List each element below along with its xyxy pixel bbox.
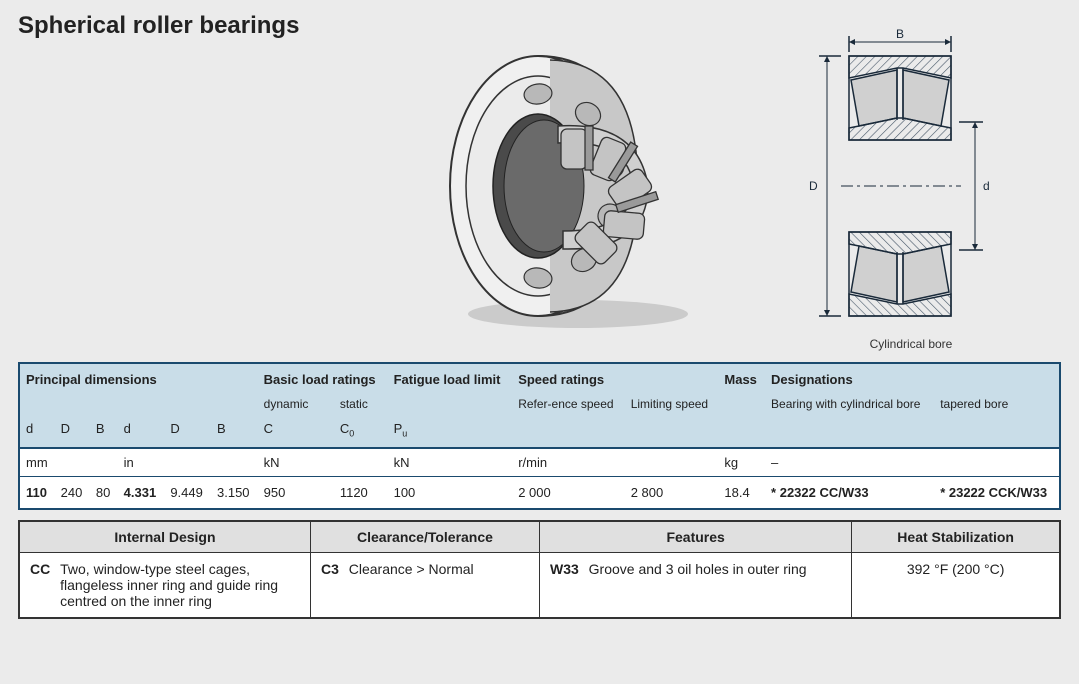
- code-features: W33: [550, 561, 579, 577]
- cell-d-in: 4.331: [118, 476, 165, 509]
- cell-C0: 1120: [334, 476, 388, 509]
- col-d-in: d: [118, 416, 165, 448]
- col-group-designations: Designations: [765, 363, 1060, 392]
- cell-clearance: C3 Clearance > Normal: [310, 552, 539, 618]
- col-B-mm: B: [90, 416, 118, 448]
- col-D-in: D: [164, 416, 211, 448]
- col-group-basicload: Basic load ratings: [258, 363, 388, 392]
- col-B-in: B: [211, 416, 258, 448]
- cell-B-mm: 80: [90, 476, 118, 509]
- dim-label-d: d: [983, 179, 990, 193]
- header-clearance: Clearance/Tolerance: [310, 521, 539, 553]
- sub-static: static: [334, 392, 388, 416]
- unit-rmin: r/min: [512, 448, 718, 477]
- col-d-mm: d: [19, 416, 55, 448]
- unit-dash: –: [765, 448, 1060, 477]
- cell-desig2: * 23222 CCK/W33: [934, 476, 1060, 509]
- info-table: Internal Design Clearance/Tolerance Feat…: [18, 520, 1061, 619]
- bearing-schematic: B D d: [801, 28, 1021, 351]
- dim-label-B: B: [896, 28, 904, 41]
- header-features: Features: [539, 521, 851, 553]
- unit-kg: kg: [718, 448, 765, 477]
- col-C0: C0: [334, 416, 388, 448]
- code-clearance: C3: [321, 561, 339, 577]
- cell-mass: 18.4: [718, 476, 765, 509]
- col-group-speed: Speed ratings: [512, 363, 718, 392]
- col-D-mm: D: [55, 416, 90, 448]
- illustration-area: B D d: [18, 46, 1061, 356]
- cell-Pu: 100: [388, 476, 513, 509]
- header-internal: Internal Design: [19, 521, 310, 553]
- cell-D-mm: 240: [55, 476, 90, 509]
- cell-lim: 2 800: [625, 476, 719, 509]
- schematic-caption: Cylindrical bore: [801, 337, 1021, 351]
- text-clearance: Clearance > Normal: [349, 561, 474, 577]
- col-group-principal: Principal dimensions: [19, 363, 258, 392]
- cell-C: 950: [258, 476, 334, 509]
- code-internal: CC: [30, 561, 50, 577]
- dim-label-D: D: [809, 179, 818, 193]
- text-internal: Two, window-type steel cages, flangeless…: [60, 561, 290, 609]
- text-features: Groove and 3 oil holes in outer ring: [589, 561, 840, 577]
- header-heat: Heat Stabilization: [852, 521, 1060, 553]
- sub-dynamic: dynamic: [258, 392, 334, 416]
- bearing-3d-illustration: [418, 36, 718, 336]
- sub-reference: Refer-ence speed: [512, 392, 625, 416]
- unit-in: in: [118, 448, 258, 477]
- dimensions-table: Principal dimensions Basic load ratings …: [18, 362, 1061, 510]
- col-group-mass: Mass: [718, 363, 765, 392]
- unit-mm: mm: [19, 448, 118, 477]
- unit-kN: kN: [258, 448, 388, 477]
- sub-limiting: Limiting speed: [625, 392, 719, 416]
- cell-B-in: 3.150: [211, 476, 258, 509]
- col-group-fatigue: Fatigue load limit: [388, 363, 513, 392]
- cell-d-mm: 110: [19, 476, 55, 509]
- cell-features: W33 Groove and 3 oil holes in outer ring: [539, 552, 851, 618]
- cell-desig1: * 22322 CC/W33: [765, 476, 934, 509]
- table-row: 110 240 80 4.331 9.449 3.150 950 1120 10…: [19, 476, 1060, 509]
- cell-internal: CC Two, window-type steel cages, flangel…: [19, 552, 310, 618]
- unit-kN2: kN: [388, 448, 513, 477]
- sub-cylindrical: Bearing with cylindrical bore: [765, 392, 934, 416]
- col-Pu: Pu: [388, 416, 513, 448]
- cell-D-in: 9.449: [164, 476, 211, 509]
- cell-heat: 392 °F (200 °C): [852, 552, 1060, 618]
- sub-tapered: tapered bore: [934, 392, 1060, 416]
- cell-ref: 2 000: [512, 476, 625, 509]
- col-C: C: [258, 416, 334, 448]
